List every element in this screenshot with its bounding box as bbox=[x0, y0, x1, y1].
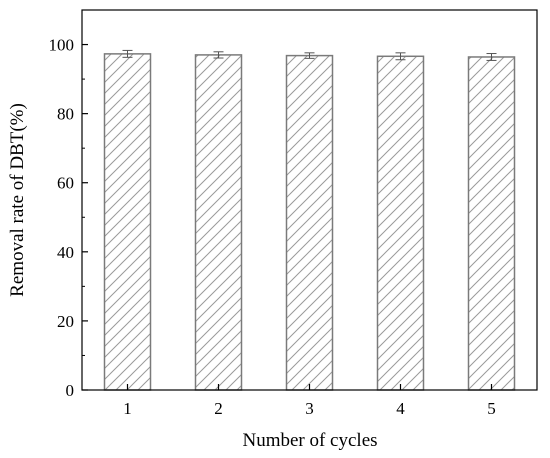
x-tick-label-5: 5 bbox=[487, 399, 496, 418]
bar-4 bbox=[376, 55, 425, 391]
y-tick-label-100: 100 bbox=[49, 36, 75, 55]
x-tick-label-4: 4 bbox=[396, 399, 405, 418]
bar-2 bbox=[194, 54, 243, 391]
x-tick-label-3: 3 bbox=[305, 399, 314, 418]
y-axis: 0 20 40 60 80 100 bbox=[49, 36, 88, 400]
x-tick-label-1: 1 bbox=[123, 399, 132, 418]
y-axis-title: Removal rate of DBT(%) bbox=[7, 103, 28, 297]
bar-3 bbox=[285, 54, 334, 391]
y-tick-label-0: 0 bbox=[66, 381, 75, 400]
y-tick-label-60: 60 bbox=[57, 174, 74, 193]
y-tick-label-40: 40 bbox=[57, 243, 74, 262]
error-bars bbox=[122, 49, 497, 61]
y-tick-label-80: 80 bbox=[57, 105, 74, 124]
bar-1 bbox=[103, 53, 152, 391]
bar-5 bbox=[467, 56, 516, 391]
x-tick-label-2: 2 bbox=[214, 399, 223, 418]
bars bbox=[103, 53, 516, 391]
x-axis: 1 2 3 4 5 bbox=[123, 384, 496, 418]
y-tick-label-20: 20 bbox=[57, 312, 74, 331]
x-axis-title: Number of cycles bbox=[242, 430, 377, 451]
